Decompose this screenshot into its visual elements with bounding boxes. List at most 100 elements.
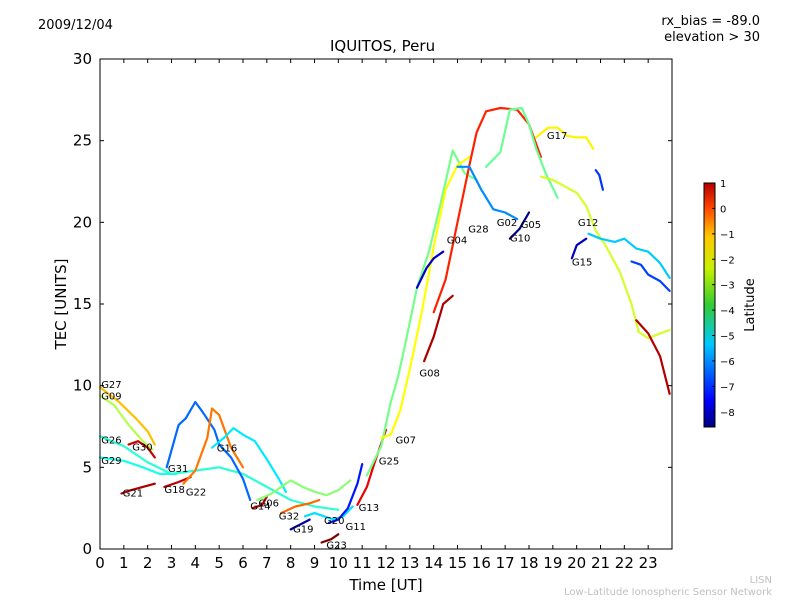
series-g23 (320, 533, 340, 544)
date-label: 2009/12/04 (38, 18, 113, 33)
series-g31 (165, 400, 252, 502)
colorbar-gradient (703, 182, 716, 428)
rx-bias-label: rx_bias = -89.0 (661, 14, 760, 29)
x-tick-label: 20 (567, 554, 586, 572)
series-g29 (98, 456, 178, 475)
y-tick-label: 5 (82, 458, 92, 476)
footer-lisn: LISN (749, 575, 772, 586)
sat-label-g05: G05 (521, 220, 541, 231)
x-tick-label: 11 (353, 554, 372, 572)
sat-label-g26: G26 (101, 435, 121, 446)
sat-label-g08: G08 (419, 368, 439, 379)
colorbar-tick-label: −4 (720, 306, 735, 317)
sat-label-g14: G14 (250, 502, 270, 513)
sat-label-g22: G22 (186, 488, 206, 499)
series-g04 (415, 250, 445, 289)
x-tick-label: 1 (119, 554, 129, 572)
colorbar-tick-label: −2 (720, 255, 735, 266)
x-tick-label: 13 (400, 554, 419, 572)
plot-frame (99, 58, 673, 550)
series-late_c (635, 319, 671, 395)
series-g15 (570, 237, 588, 260)
colorbar-ticks: 1 0 −1 −2 −3 −4 −5 −6 −7 −8 (712, 179, 735, 419)
x-tick-label: 10 (329, 554, 348, 572)
x-tick-label: 0 (95, 554, 105, 572)
series-g08 (423, 294, 454, 363)
sat-label-g12: G12 (578, 218, 598, 229)
sat-label-g27: G27 (101, 380, 121, 391)
series-g26 (98, 435, 340, 511)
series-g16 (210, 427, 287, 493)
axis-ticks: 0 1 2 3 4 5 6 7 8 9 10 11 12 13 14 15 16 17 18 19 20 21 22 2305… (73, 50, 672, 572)
sat-label-g09: G09 (101, 391, 121, 402)
colorbar-tick-label: −6 (720, 357, 735, 368)
series-late_a (587, 232, 671, 279)
series-g22 (182, 407, 245, 485)
sat-label-g17: G17 (547, 131, 567, 142)
x-tick-label: 3 (167, 554, 177, 572)
series-g10 (508, 211, 531, 240)
sat-label-g07: G07 (396, 435, 416, 446)
y-axis-label: TEC [UNITS] (52, 259, 70, 351)
colorbar-tick-label: −1 (720, 230, 735, 241)
y-tick-label: 0 (82, 540, 92, 558)
sat-label-g19: G19 (293, 524, 313, 535)
x-tick-label: 9 (310, 554, 320, 572)
sat-label-g30: G30 (132, 443, 152, 454)
x-tick-label: 4 (191, 554, 201, 572)
series-g11 (327, 463, 364, 525)
series-g32 (280, 498, 321, 515)
series-g09 (98, 394, 154, 451)
colorbar-tick-label: −7 (720, 382, 735, 393)
series-g19 (289, 518, 311, 531)
series-g02 (456, 165, 519, 221)
sat-label-g11: G11 (346, 522, 366, 533)
y-tick-label: 15 (73, 295, 92, 313)
sat-label-g13: G13 (359, 503, 379, 514)
colorbar-tick-label: −3 (720, 281, 735, 292)
elevation-label: elevation > 30 (664, 30, 760, 45)
series-layer (98, 106, 671, 544)
sat-label-g20: G20 (324, 516, 344, 527)
x-tick-label: 21 (591, 554, 610, 572)
latitude-colorbar: 1 0 −1 −2 −3 −4 −5 −6 −7 −8 Latitude (703, 179, 758, 428)
x-tick-label: 19 (543, 554, 562, 572)
series-g17 (535, 126, 595, 150)
series-g30 (127, 440, 156, 459)
series-g21 (120, 482, 156, 495)
x-tick-label: 15 (448, 554, 467, 572)
series-g12 (539, 175, 671, 340)
sat-label-g28: G28 (468, 225, 488, 236)
chart-title: IQUITOS, Peru (330, 37, 436, 55)
series-g20 (303, 505, 354, 521)
colorbar-label: Latitude (743, 278, 758, 332)
x-tick-label: 8 (286, 554, 296, 572)
x-tick-label: 12 (376, 554, 395, 572)
series-g05 (485, 106, 559, 199)
series-g06 (256, 479, 352, 502)
colorbar-tick-label: 1 (720, 179, 726, 190)
x-tick-label: 7 (262, 554, 272, 572)
x-tick-label: 16 (472, 554, 491, 572)
sat-label-g18: G18 (164, 485, 184, 496)
sat-label-g32: G32 (279, 511, 299, 522)
series-late_b (630, 260, 671, 292)
y-tick-label: 30 (73, 50, 92, 68)
colorbar-tick-label: 0 (720, 204, 726, 215)
series-late_d (594, 169, 605, 191)
series-g28 (432, 106, 543, 314)
x-tick-label: 2 (143, 554, 153, 572)
sat-label-g16: G16 (217, 444, 237, 455)
x-tick-label: 17 (496, 554, 515, 572)
sat-label-g02: G02 (497, 218, 517, 229)
sat-label-g29: G29 (101, 456, 121, 467)
y-tick-label: 20 (73, 213, 92, 231)
y-tick-label: 10 (73, 377, 92, 395)
x-tick-label: 23 (639, 554, 658, 572)
x-tick-label: 18 (519, 554, 538, 572)
x-tick-label: 14 (424, 554, 443, 572)
footer-network: Low-Latitude Ionospheric Sensor Network (564, 587, 772, 598)
y-tick-label: 25 (73, 132, 92, 150)
colorbar-tick-label: −5 (720, 332, 735, 343)
